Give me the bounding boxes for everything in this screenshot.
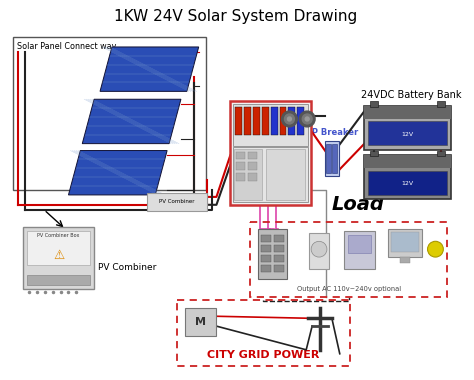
Bar: [273, 235, 283, 242]
Bar: [326, 144, 331, 173]
Bar: [147, 193, 207, 211]
Text: PV Combiner: PV Combiner: [98, 263, 156, 272]
Bar: [391, 233, 419, 252]
Bar: [289, 107, 295, 135]
Circle shape: [284, 114, 294, 124]
Bar: [27, 275, 90, 285]
Bar: [244, 107, 251, 135]
Bar: [13, 37, 206, 190]
Bar: [271, 107, 278, 135]
Bar: [233, 147, 308, 202]
Bar: [185, 309, 217, 336]
Bar: [253, 107, 260, 135]
Text: 24VDC Battery Bank: 24VDC Battery Bank: [361, 90, 461, 100]
Bar: [273, 245, 283, 252]
Text: 12V: 12V: [402, 181, 414, 186]
Bar: [365, 106, 451, 150]
Bar: [248, 152, 257, 160]
Bar: [370, 150, 378, 157]
Bar: [230, 101, 311, 205]
Bar: [370, 101, 378, 107]
Text: PV Combiner: PV Combiner: [159, 200, 195, 204]
Text: ⚠: ⚠: [53, 249, 64, 261]
Text: Solar Panel Connect way: Solar Panel Connect way: [17, 43, 117, 51]
Polygon shape: [100, 47, 199, 91]
Bar: [236, 162, 245, 170]
Bar: [262, 107, 269, 135]
Bar: [438, 150, 445, 157]
Bar: [236, 152, 245, 160]
Bar: [400, 257, 410, 263]
Bar: [234, 149, 262, 200]
Bar: [365, 155, 451, 199]
Bar: [368, 171, 447, 195]
Bar: [388, 230, 422, 257]
Bar: [261, 265, 271, 272]
Bar: [438, 101, 445, 107]
Bar: [261, 255, 271, 262]
Bar: [325, 141, 339, 176]
Text: M: M: [195, 317, 206, 327]
Text: CITY GRID POWER: CITY GRID POWER: [207, 350, 319, 360]
Text: 2P Breaker: 2P Breaker: [306, 128, 358, 137]
Bar: [332, 144, 337, 173]
Circle shape: [287, 117, 292, 121]
Bar: [273, 265, 283, 272]
Bar: [250, 222, 447, 296]
Bar: [235, 107, 242, 135]
Bar: [23, 228, 94, 289]
Circle shape: [299, 111, 315, 127]
Bar: [347, 235, 371, 253]
Bar: [258, 230, 287, 279]
Bar: [309, 233, 329, 269]
Bar: [280, 107, 286, 135]
Bar: [365, 155, 451, 168]
Bar: [344, 231, 375, 269]
Polygon shape: [82, 99, 181, 144]
Bar: [273, 255, 283, 262]
Bar: [248, 173, 257, 181]
Bar: [297, 107, 304, 135]
Bar: [236, 173, 245, 181]
Text: 12V: 12V: [402, 132, 414, 137]
Circle shape: [311, 241, 327, 257]
Bar: [266, 149, 305, 200]
Polygon shape: [68, 150, 167, 195]
Bar: [177, 301, 350, 366]
Circle shape: [428, 241, 443, 257]
Text: PV Combiner Box: PV Combiner Box: [37, 233, 80, 238]
Bar: [248, 162, 257, 170]
Bar: [261, 235, 271, 242]
Bar: [233, 104, 308, 146]
Bar: [368, 121, 447, 145]
Bar: [261, 245, 271, 252]
Circle shape: [302, 114, 312, 124]
Text: 1KW 24V Solar System Drawing: 1KW 24V Solar System Drawing: [114, 9, 357, 24]
Bar: [27, 231, 90, 265]
Text: Load: Load: [332, 195, 385, 214]
Circle shape: [305, 117, 309, 121]
Circle shape: [282, 111, 297, 127]
Bar: [365, 106, 451, 119]
Text: Output AC 110v~240v optional: Output AC 110v~240v optional: [297, 286, 401, 291]
